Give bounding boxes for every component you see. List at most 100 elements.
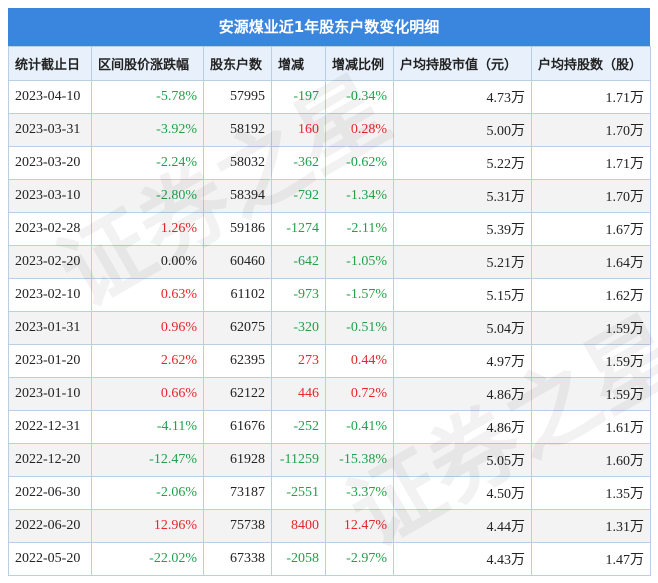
cell-change: -1274 <box>271 212 326 246</box>
cell-change: -642 <box>271 245 326 279</box>
cell-change: -362 <box>271 146 326 180</box>
cell-holders: 62122 <box>203 377 272 411</box>
table-row: 2022-12-31 -4.11% 61676 -252 -0.41% 4.86万 1.61… <box>8 410 651 444</box>
cell-date: 2023-02-10 <box>8 278 92 312</box>
holder-change-table-panel: 安源煤业近1年股东户数变化明细 统计截止日 区间股价涨跌幅 股东户数 增减 增减… <box>8 8 651 576</box>
cell-avg-value: 5.39万 <box>393 212 532 246</box>
cell-change-ratio: 0.72% <box>325 377 394 411</box>
table-row: 2022-06-20 12.96% 75738 8400 12.47% 4.44万 1.31… <box>8 509 651 543</box>
cell-date: 2022-05-20 <box>8 542 92 576</box>
cell-price-change: -22.02% <box>91 542 204 576</box>
cell-avg-value: 4.50万 <box>393 476 532 510</box>
cell-date: 2023-03-20 <box>8 146 92 180</box>
cell-change: -197 <box>271 80 326 114</box>
table-row: 2023-02-28 1.26% 59186 -1274 -2.11% 5.39万 1.67… <box>8 212 651 246</box>
cell-change-ratio: -0.41% <box>325 410 394 444</box>
cell-avg-shares: 1.70万 <box>531 113 651 147</box>
cell-price-change: 0.66% <box>91 377 204 411</box>
table-row: 2023-04-10 -5.78% 57995 -197 -0.34% 4.73万 1.71… <box>8 80 651 114</box>
cell-holders: 61928 <box>203 443 272 477</box>
table-row: 2022-05-20 -22.02% 67338 -2058 -2.97% 4.43万 1.… <box>8 542 651 576</box>
cell-change: -2551 <box>271 476 326 510</box>
cell-date: 2023-01-20 <box>8 344 92 378</box>
cell-avg-value: 5.04万 <box>393 311 532 345</box>
cell-change-ratio: -2.97% <box>325 542 394 576</box>
cell-avg-value: 5.21万 <box>393 245 532 279</box>
table-row: 2023-01-20 2.62% 62395 273 0.44% 4.97万 1.59万 <box>8 344 651 378</box>
cell-holders: 59186 <box>203 212 272 246</box>
cell-holders: 61102 <box>203 278 272 312</box>
table-row: 2022-06-30 -2.06% 73187 -2551 -3.37% 4.50万 1.3… <box>8 476 651 510</box>
cell-avg-shares: 1.71万 <box>531 80 651 114</box>
cell-change: -973 <box>271 278 326 312</box>
table-row: 2023-02-10 0.63% 61102 -973 -1.57% 5.15万 1.62万 <box>8 278 651 312</box>
cell-change: 446 <box>271 377 326 411</box>
cell-holders: 58394 <box>203 179 272 213</box>
cell-date: 2022-06-30 <box>8 476 92 510</box>
cell-change: 160 <box>271 113 326 147</box>
cell-change-ratio: -15.38% <box>325 443 394 477</box>
cell-change: -252 <box>271 410 326 444</box>
cell-holders: 62075 <box>203 311 272 345</box>
cell-avg-shares: 1.47万 <box>531 542 651 576</box>
cell-avg-shares: 1.64万 <box>531 245 651 279</box>
cell-price-change: 0.96% <box>91 311 204 345</box>
cell-price-change: 1.26% <box>91 212 204 246</box>
col-header-avg-shares: 户均持股数（股） <box>531 46 651 81</box>
cell-price-change: -3.92% <box>91 113 204 147</box>
cell-avg-value: 5.31万 <box>393 179 532 213</box>
col-header-change-ratio: 增减比例 <box>325 46 394 81</box>
cell-avg-shares: 1.59万 <box>531 377 651 411</box>
cell-change-ratio: 12.47% <box>325 509 394 543</box>
table-row: 2023-01-10 0.66% 62122 446 0.72% 4.86万 1.59万 <box>8 377 651 411</box>
cell-holders: 57995 <box>203 80 272 114</box>
cell-date: 2022-06-20 <box>8 509 92 543</box>
cell-change-ratio: -0.51% <box>325 311 394 345</box>
cell-price-change: -4.11% <box>91 410 204 444</box>
cell-holders: 75738 <box>203 509 272 543</box>
cell-avg-value: 5.22万 <box>393 146 532 180</box>
cell-avg-shares: 1.62万 <box>531 278 651 312</box>
table-header-row: 统计截止日 区间股价涨跌幅 股东户数 增减 增减比例 户均持股市值（元） 户均持… <box>8 46 651 81</box>
cell-avg-value: 4.44万 <box>393 509 532 543</box>
cell-change-ratio: -2.11% <box>325 212 394 246</box>
cell-price-change: -12.47% <box>91 443 204 477</box>
col-header-change: 增减 <box>271 46 326 81</box>
col-header-date: 统计截止日 <box>8 46 92 81</box>
cell-change-ratio: -1.34% <box>325 179 394 213</box>
cell-change-ratio: -0.34% <box>325 80 394 114</box>
table-row: 2023-03-31 -3.92% 58192 160 0.28% 5.00万 1.70万 <box>8 113 651 147</box>
cell-price-change: 0.00% <box>91 245 204 279</box>
cell-price-change: -2.06% <box>91 476 204 510</box>
cell-date: 2023-02-20 <box>8 245 92 279</box>
cell-date: 2022-12-31 <box>8 410 92 444</box>
col-header-holders: 股东户数 <box>203 46 272 81</box>
cell-avg-shares: 1.60万 <box>531 443 651 477</box>
cell-price-change: -2.24% <box>91 146 204 180</box>
cell-change-ratio: -3.37% <box>325 476 394 510</box>
cell-avg-shares: 1.35万 <box>531 476 651 510</box>
cell-change: -792 <box>271 179 326 213</box>
cell-avg-value: 4.97万 <box>393 344 532 378</box>
table-row: 2023-03-10 -2.80% 58394 -792 -1.34% 5.31万 1.70… <box>8 179 651 213</box>
cell-change-ratio: 0.44% <box>325 344 394 378</box>
cell-price-change: 12.96% <box>91 509 204 543</box>
table-row: 2023-02-20 0.00% 60460 -642 -1.05% 5.21万 1.64万 <box>8 245 651 279</box>
cell-change: -320 <box>271 311 326 345</box>
table-row: 2023-03-20 -2.24% 58032 -362 -0.62% 5.22万 1.71… <box>8 146 651 180</box>
cell-change-ratio: -1.57% <box>325 278 394 312</box>
cell-price-change: 0.63% <box>91 278 204 312</box>
cell-change-ratio: -0.62% <box>325 146 394 180</box>
holder-change-table: 统计截止日 区间股价涨跌幅 股东户数 增减 增减比例 户均持股市值（元） 户均持… <box>8 46 651 576</box>
cell-change: -11259 <box>271 443 326 477</box>
cell-avg-value: 4.86万 <box>393 410 532 444</box>
cell-date: 2023-01-31 <box>8 311 92 345</box>
cell-date: 2023-01-10 <box>8 377 92 411</box>
cell-price-change: -2.80% <box>91 179 204 213</box>
cell-avg-value: 5.00万 <box>393 113 532 147</box>
cell-date: 2023-03-31 <box>8 113 92 147</box>
col-header-avg-value: 户均持股市值（元） <box>393 46 532 81</box>
cell-date: 2023-02-28 <box>8 212 92 246</box>
cell-change: -2058 <box>271 542 326 576</box>
cell-date: 2023-03-10 <box>8 179 92 213</box>
